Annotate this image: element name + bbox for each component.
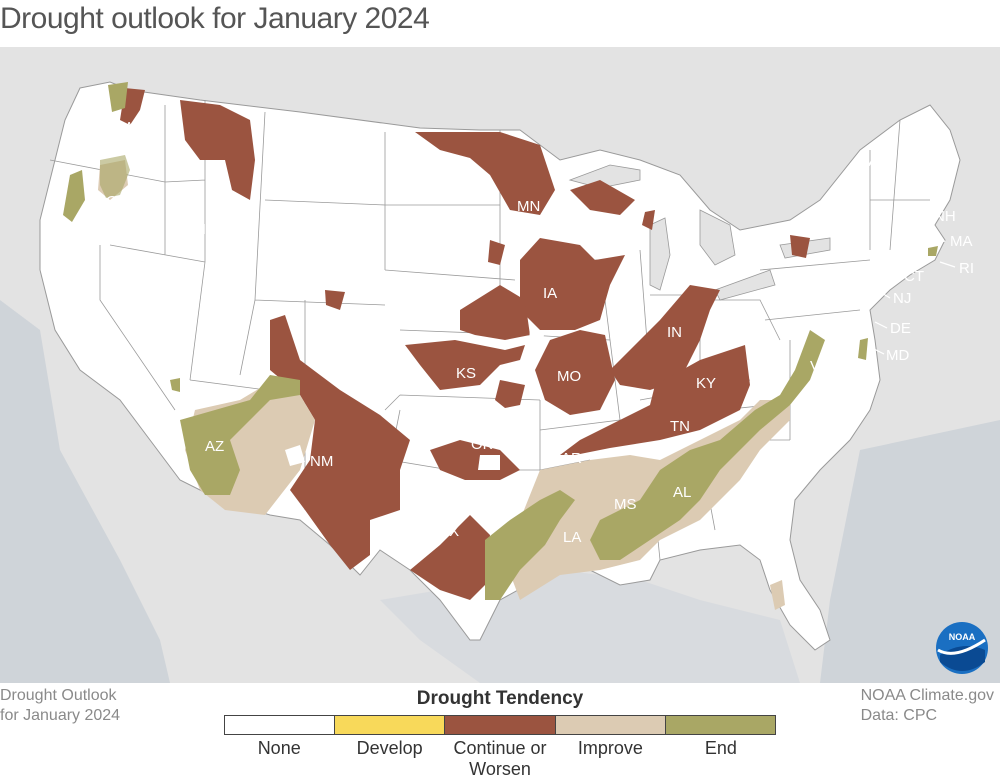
state-label-la: LA bbox=[563, 529, 581, 546]
state-label-sc: SC bbox=[778, 448, 799, 465]
state-label-nm: NM bbox=[310, 453, 333, 470]
legend-label-end: End bbox=[704, 738, 737, 758]
state-label-ky: KY bbox=[696, 375, 716, 392]
state-label-wa: WA bbox=[122, 119, 146, 136]
footer-right-line1: NOAA Climate.gov bbox=[860, 687, 994, 704]
state-label-wi: WI bbox=[599, 229, 617, 246]
map-holes bbox=[285, 330, 545, 470]
state-label-ks: KS bbox=[456, 365, 476, 382]
state-label-ga: GA bbox=[736, 485, 758, 502]
footer-left-line1: Drought Outlook bbox=[0, 687, 117, 704]
state-label-pa: PA bbox=[804, 283, 823, 300]
state-label-ca: CA bbox=[74, 347, 95, 364]
state-label-wv: WV bbox=[758, 344, 782, 361]
end-areas bbox=[63, 82, 938, 600]
legend-label-improve: Improve bbox=[577, 738, 643, 758]
state-leader-lines bbox=[871, 171, 956, 355]
lake-michigan bbox=[649, 217, 671, 291]
state-label-ut: UT bbox=[228, 327, 248, 344]
footer-right: NOAA Climate.gov Data: CPC bbox=[861, 686, 994, 726]
lake-huron bbox=[699, 209, 736, 266]
state-label-ar: AR bbox=[561, 450, 582, 467]
state-label-md: MD bbox=[886, 347, 909, 364]
noaa-logo: NOAA bbox=[936, 622, 988, 674]
drought-map: WA OR CA ID NV MT WY UT AZ CO NM ND SD N… bbox=[0, 47, 1000, 683]
legend-label-develop: Develop bbox=[356, 738, 423, 758]
lake-erie bbox=[714, 269, 776, 301]
state-label-or: OR bbox=[106, 193, 129, 210]
legend-label-continue: Continue or Worsen bbox=[453, 738, 547, 779]
legend-label-none: None bbox=[257, 738, 301, 758]
noaa-logo-text: NOAA bbox=[949, 632, 976, 642]
legend-swatch-none bbox=[225, 716, 336, 734]
state-label-ma: MA bbox=[950, 233, 973, 250]
atlantic-ocean bbox=[820, 420, 1000, 683]
legend-swatch-continue bbox=[445, 716, 556, 734]
state-label-al: AL bbox=[673, 484, 691, 501]
state-label-mt: MT bbox=[291, 162, 313, 179]
state-label-wy: WY bbox=[304, 252, 328, 269]
pacific-ocean bbox=[0, 300, 170, 683]
state-label-az: AZ bbox=[205, 438, 224, 455]
state-label-nd: ND bbox=[430, 164, 452, 181]
us-map-svg: WA OR CA ID NV MT WY UT AZ CO NM ND SD N… bbox=[0, 47, 1000, 683]
state-label-ok: OK bbox=[471, 436, 493, 453]
state-label-nh: NH bbox=[934, 208, 956, 225]
state-label-ia: IA bbox=[543, 285, 557, 302]
state-label-vt: VT bbox=[864, 153, 883, 170]
legend-swatch-improve bbox=[555, 716, 666, 734]
state-label-il: IL bbox=[614, 324, 627, 341]
state-label-nv: NV bbox=[141, 309, 162, 326]
state-labels: WA OR CA ID NV MT WY UT AZ CO NM ND SD N… bbox=[74, 119, 974, 591]
state-label-co: CO bbox=[331, 349, 354, 366]
legend-swatch-develop bbox=[335, 716, 446, 734]
legend-labels: None Develop Continue or Worsen Improve … bbox=[224, 738, 776, 780]
continue-worsen-areas bbox=[120, 88, 810, 600]
footer-left-line2: for January 2024 bbox=[0, 707, 121, 724]
state-label-sd: SD bbox=[430, 232, 451, 249]
state-label-de: DE bbox=[890, 320, 911, 337]
legend-title: Drought Tendency bbox=[416, 688, 584, 709]
state-label-ri: RI bbox=[959, 260, 974, 277]
legend-swatch-end bbox=[665, 716, 776, 734]
state-label-ms: MS bbox=[614, 496, 637, 513]
state-label-ne: NE bbox=[437, 299, 458, 316]
state-label-nj: NJ bbox=[893, 290, 911, 307]
state-label-nc: NC bbox=[804, 405, 826, 422]
state-label-in: IN bbox=[667, 324, 682, 341]
state-label-tx: TX bbox=[440, 523, 459, 540]
state-label-me: ME bbox=[916, 153, 939, 170]
legend-bar bbox=[224, 715, 776, 735]
state-label-mi: MI bbox=[683, 247, 700, 264]
state-label-id: ID bbox=[202, 221, 217, 238]
state-label-mn: MN bbox=[517, 198, 540, 215]
state-label-mo: MO bbox=[557, 368, 581, 385]
state-label-va: VA bbox=[810, 358, 829, 375]
footer-right-line2: Data: CPC bbox=[860, 707, 938, 724]
state-label-tn: TN bbox=[670, 418, 690, 435]
state-label-fl: FL bbox=[786, 574, 804, 591]
footer-left: Drought Outlook for January 2024 bbox=[0, 686, 120, 726]
state-label-oh: OH bbox=[721, 313, 744, 330]
state-label-ny: NY bbox=[836, 227, 857, 244]
page-title: Drought outlook for January 2024 bbox=[0, 2, 430, 35]
